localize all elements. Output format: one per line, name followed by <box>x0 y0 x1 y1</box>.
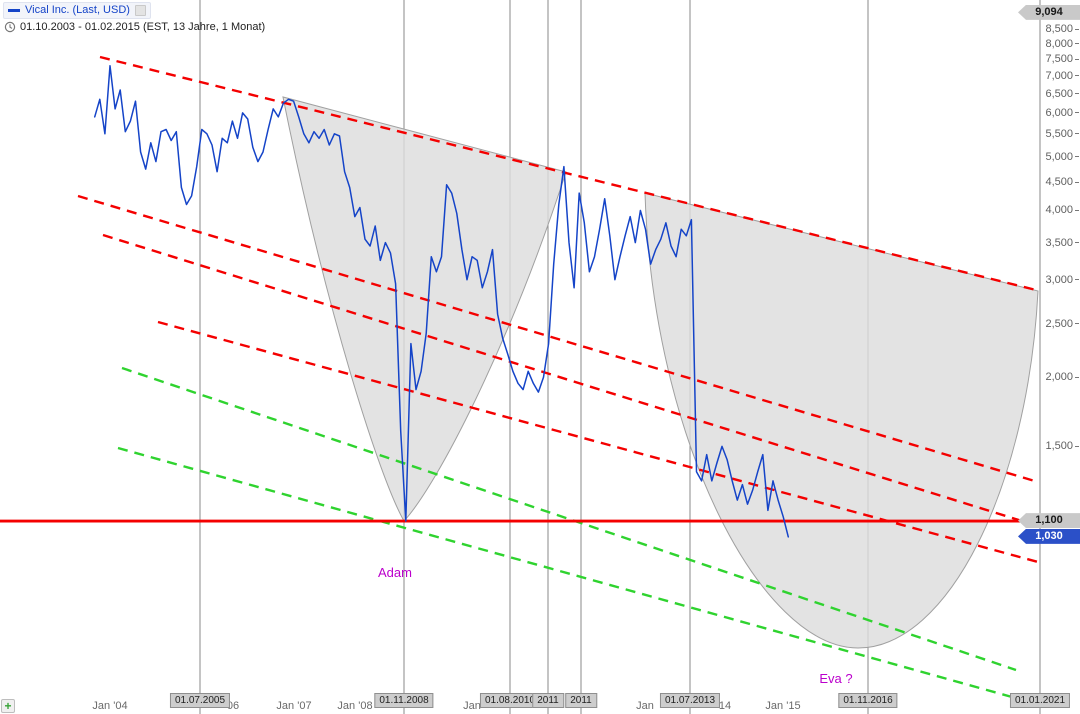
y-axis-label: 2,500 <box>1045 318 1079 330</box>
y-axis-label: 1,500 <box>1045 440 1079 452</box>
price-line-series[interactable] <box>93 64 790 538</box>
y-axis-label: 3,000 <box>1045 274 1079 286</box>
time-marker-label[interactable]: 01.07.2005 <box>169 693 231 708</box>
eva-pattern-shape[interactable] <box>644 192 1039 649</box>
y-axis-label: 6,500 <box>1045 88 1079 100</box>
time-marker-label[interactable]: 01.08.2010 <box>479 693 541 708</box>
high-price-tag[interactable]: 9,094 <box>1018 4 1080 20</box>
clock-icon <box>4 21 16 33</box>
y-axis-label: 4,000 <box>1045 204 1079 216</box>
support-level-tag[interactable]: 1,100 <box>1018 513 1080 529</box>
add-button[interactable]: + <box>1 699 15 713</box>
y-axis-label: 2,000 <box>1045 371 1079 383</box>
red-trendline[interactable] <box>77 194 1039 484</box>
green-trendline[interactable] <box>121 366 1017 672</box>
time-marker-label[interactable]: 01.11.2016 <box>838 693 898 708</box>
y-axis-label: 4,500 <box>1045 176 1079 188</box>
green-trendline[interactable] <box>117 446 1013 699</box>
y-axis-label: 6,000 <box>1045 107 1079 119</box>
time-marker-label[interactable]: 01.11.2008 <box>374 693 434 708</box>
time-marker-label[interactable]: 01.01.2021 <box>1009 693 1071 708</box>
legend-series-title[interactable]: Vical Inc. (Last, USD) <box>25 4 130 16</box>
pattern-name-label[interactable]: Eva ? <box>819 671 853 686</box>
time-marker-label[interactable]: 01.07.2013 <box>659 693 721 708</box>
time-marker-label[interactable]: 2011 <box>565 693 597 708</box>
adam-pattern-shape[interactable] <box>282 96 567 522</box>
legend[interactable]: Vical Inc. (Last, USD) <box>3 2 151 19</box>
time-marker-label[interactable]: 2011 <box>532 693 564 708</box>
legend-menu-icon[interactable] <box>134 5 146 16</box>
y-axis-label: 8,000 <box>1045 38 1079 50</box>
y-axis-label: 7,000 <box>1045 70 1079 82</box>
y-axis-label: 5,500 <box>1045 128 1079 140</box>
pattern-name-label[interactable]: Adam <box>378 565 412 580</box>
y-axis-label: 5,000 <box>1045 151 1079 163</box>
y-axis-label: 8,500 <box>1045 23 1079 35</box>
series-color-marker <box>8 9 20 12</box>
red-trendline[interactable] <box>102 233 1039 528</box>
chart-range-text: 01.10.2003 - 01.02.2015 (EST, 13 Jahre, … <box>20 21 266 33</box>
chart-range-row: 01.10.2003 - 01.02.2015 (EST, 13 Jahre, … <box>4 21 265 33</box>
red-trendline[interactable] <box>99 55 1041 293</box>
y-axis-label: 3,500 <box>1045 237 1079 249</box>
last-price-tag: 1,030 <box>1018 528 1080 544</box>
y-axis-label: 7,500 <box>1045 53 1079 65</box>
price-axis: 8,500 8,000 7,500 7,000 6,500 6,000 5,500 5,000… <box>1040 0 1080 714</box>
